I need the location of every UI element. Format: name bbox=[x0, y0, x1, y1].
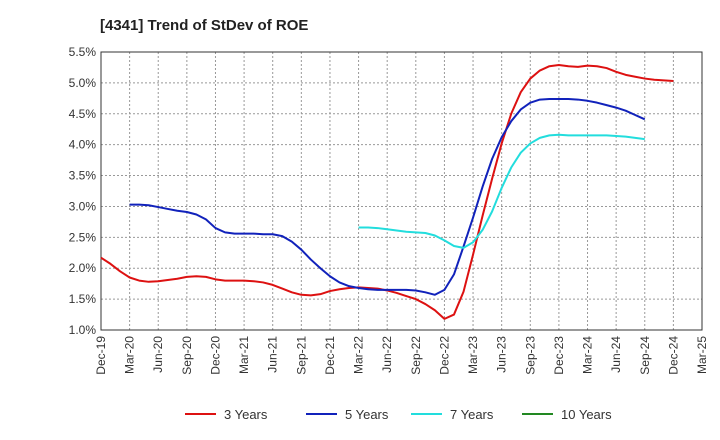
x-tick-label: Mar-24 bbox=[581, 336, 595, 374]
x-tick-label: Dec-23 bbox=[552, 336, 566, 375]
x-tick-label: Mar-22 bbox=[352, 336, 366, 374]
x-tick-label: Dec-19 bbox=[94, 336, 108, 375]
x-tick-label: Mar-21 bbox=[237, 336, 251, 374]
x-tick-label: Dec-22 bbox=[437, 336, 451, 375]
x-tick-label: Dec-21 bbox=[323, 336, 337, 375]
y-tick-label: 4.0% bbox=[69, 138, 97, 152]
x-tick-label: Jun-21 bbox=[266, 336, 280, 373]
x-tick-label: Sep-23 bbox=[523, 336, 537, 375]
y-tick-label: 1.5% bbox=[69, 292, 97, 306]
y-tick-label: 3.0% bbox=[69, 199, 97, 213]
series-line-5-years bbox=[129, 97, 646, 296]
x-tick-label: Sep-21 bbox=[294, 336, 308, 375]
gridlines bbox=[101, 52, 702, 330]
series-line-7-years bbox=[358, 133, 645, 249]
legend-label-7-years: 7 Years bbox=[450, 407, 494, 422]
x-tick-label: Mar-23 bbox=[466, 336, 480, 374]
y-tick-label: 4.5% bbox=[69, 107, 97, 121]
chart-title: [4341] Trend of StDev of ROE bbox=[100, 17, 308, 34]
y-tick-label: 2.5% bbox=[69, 230, 97, 244]
x-tick-label: Dec-24 bbox=[666, 336, 680, 375]
x-tick-label: Jun-23 bbox=[495, 336, 509, 373]
y-tick-label: 3.5% bbox=[69, 169, 97, 183]
x-tick-label: Jun-24 bbox=[609, 336, 623, 373]
x-tick-label: Dec-20 bbox=[208, 336, 222, 375]
y-tick-label: 1.0% bbox=[69, 323, 97, 337]
y-tick-label: 2.0% bbox=[69, 261, 97, 275]
x-tick-label: Mar-25 bbox=[695, 336, 709, 374]
legend-label-3-years: 3 Years bbox=[224, 407, 268, 422]
y-tick-label: 5.5% bbox=[69, 45, 97, 59]
y-axis-ticks: 1.0% 1.5% 2.0% 2.5% 3.0% 3.5% 4.0% 4.5% 5.0% 5.5% bbox=[69, 45, 97, 337]
series-lines bbox=[100, 63, 674, 320]
x-tick-label: Sep-20 bbox=[180, 336, 194, 375]
legend: 3 Years 5 Years 7 Years 10 Years bbox=[185, 407, 612, 422]
y-tick-label: 5.0% bbox=[69, 76, 97, 90]
x-tick-label: Sep-24 bbox=[638, 336, 652, 375]
x-axis-ticks: Dec-19 Mar-20 Jun-20 Sep-20 Dec-20 Mar-21 Jun-… bbox=[94, 336, 709, 375]
x-tick-label: Jun-20 bbox=[151, 336, 165, 373]
legend-label-10-years: 10 Years bbox=[561, 407, 612, 422]
x-tick-label: Mar-20 bbox=[123, 336, 137, 374]
x-tick-label: Sep-22 bbox=[409, 336, 423, 375]
plot-area bbox=[100, 51, 703, 331]
legend-label-5-years: 5 Years bbox=[345, 407, 389, 422]
x-tick-label: Jun-22 bbox=[380, 336, 394, 373]
